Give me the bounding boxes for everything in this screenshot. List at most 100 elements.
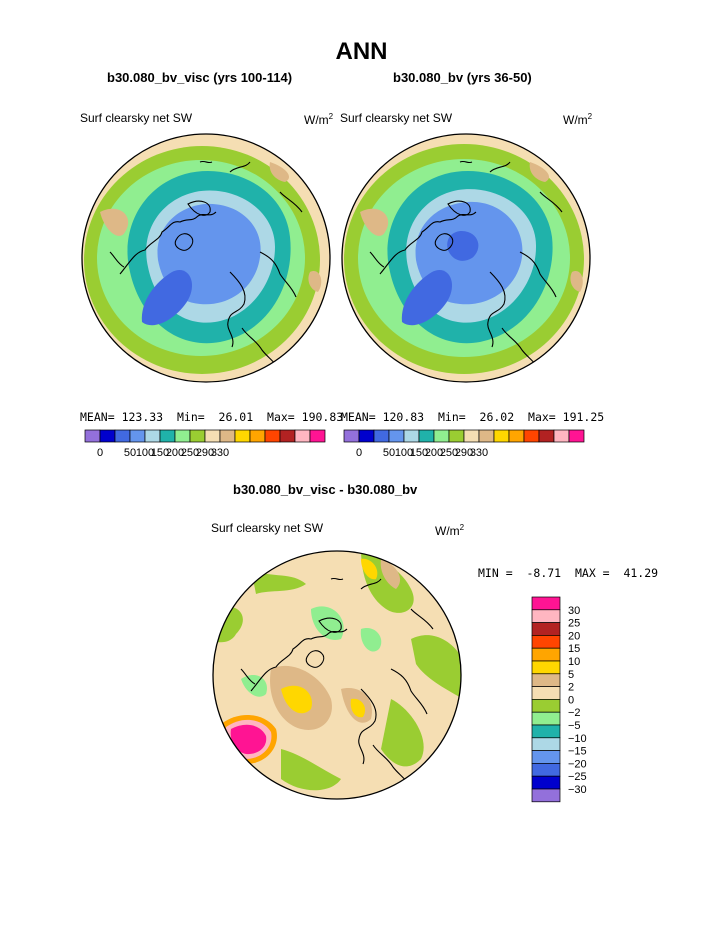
panel2-units: W/m2 bbox=[563, 112, 592, 127]
colorbar1-swatch bbox=[189, 429, 206, 443]
colorbar2-swatch bbox=[343, 429, 360, 443]
panel1-units: W/m2 bbox=[304, 112, 333, 127]
colorbar2-swatch bbox=[553, 429, 570, 443]
colorbar1-swatch bbox=[249, 429, 266, 443]
panel2-min-value: 26.02 bbox=[479, 410, 515, 424]
panel2-subtitle: b30.080_bv (yrs 36-50) bbox=[393, 70, 532, 85]
colorbar1-tick-label: 0 bbox=[97, 447, 103, 459]
panel2-units-base: W/m bbox=[563, 113, 588, 127]
colorbar1-swatch bbox=[234, 429, 251, 443]
diff-units: W/m2 bbox=[435, 523, 464, 538]
colorbar1-swatch bbox=[204, 429, 221, 443]
map-panel1 bbox=[81, 133, 331, 383]
colorbar3-swatch bbox=[531, 609, 561, 623]
diff-min-value: -8.71 bbox=[526, 566, 562, 580]
panel1-max-value: 190.83 bbox=[301, 410, 344, 424]
colorbar1-swatch bbox=[114, 429, 131, 443]
diff-max-value: 41.29 bbox=[623, 566, 659, 580]
colorbar3-swatch bbox=[531, 724, 561, 739]
colorbar1-tick-label: 250 bbox=[181, 447, 199, 459]
colorbar1-swatch bbox=[174, 429, 191, 443]
colorbar3-tick-label: −25 bbox=[568, 771, 587, 783]
colorbar3-tick-label: 15 bbox=[568, 643, 580, 655]
diff-subtitle: b30.080_bv_visc - b30.080_bv bbox=[233, 482, 418, 497]
colorbar2-tick-label: 100 bbox=[395, 447, 413, 459]
colorbar3-swatch bbox=[531, 596, 561, 611]
colorbar1-swatch bbox=[99, 429, 116, 443]
colorbar1-swatch bbox=[129, 429, 146, 443]
colorbar2-tick-label: 330 bbox=[470, 447, 488, 459]
diff-stats: MIN = -8.71 MAX = 41.29 bbox=[478, 566, 658, 580]
colorbar1-swatch bbox=[159, 429, 176, 443]
colorbar2-swatch bbox=[373, 429, 390, 443]
colorbar3-swatch bbox=[531, 673, 561, 687]
colorbar1-tick-label: 330 bbox=[211, 447, 229, 459]
colorbar3-swatch bbox=[531, 699, 561, 713]
colorbar3-tick-label: 20 bbox=[568, 630, 580, 642]
colorbar1-tick-label: 200 bbox=[166, 447, 184, 459]
colorbar3-tick-label: 10 bbox=[568, 656, 580, 668]
colorbar2-tick-label: 250 bbox=[440, 447, 458, 459]
colorbar3-swatch bbox=[531, 660, 561, 675]
diff-min-label: MIN = bbox=[478, 566, 513, 580]
colorbar1-swatch bbox=[309, 429, 326, 443]
colorbar3-swatch bbox=[531, 647, 561, 662]
map-panel2 bbox=[341, 133, 591, 383]
colorbar3-swatch bbox=[531, 635, 561, 649]
panel2-max-label: Max= bbox=[528, 410, 556, 424]
colorbar2-swatch bbox=[463, 429, 480, 443]
colorbar3-tick-label: −2 bbox=[568, 707, 581, 719]
panel2-max-value: 191.25 bbox=[562, 410, 605, 424]
colorbar2-swatch bbox=[448, 429, 465, 443]
colorbar1-swatch bbox=[219, 429, 236, 443]
colorbar3-swatch bbox=[531, 788, 561, 803]
panel1-units-base: W/m bbox=[304, 113, 329, 127]
colorbar1-swatch bbox=[264, 429, 281, 443]
colorbar2-swatch bbox=[388, 429, 405, 443]
panel1-stats: MEAN= 123.33 Min= 26.01 Max= 190.83 bbox=[80, 410, 343, 424]
colorbar3-swatch bbox=[531, 622, 561, 636]
colorbar3-swatch bbox=[531, 686, 561, 700]
colorbar2-swatch bbox=[523, 429, 540, 443]
panel1-variable: Surf clearsky net SW bbox=[80, 111, 193, 125]
colorbar3-tick-label: 5 bbox=[568, 669, 574, 681]
panel1-units-exp: 2 bbox=[328, 112, 334, 121]
colorbar3-swatch bbox=[531, 737, 561, 751]
colorbar1-tick-label: 290 bbox=[196, 447, 214, 459]
colorbar3-tick-label: −10 bbox=[568, 733, 587, 745]
panel1-min-value: 26.01 bbox=[218, 410, 254, 424]
colorbar1-swatch bbox=[84, 429, 101, 443]
colorbar2-swatch bbox=[538, 429, 555, 443]
colorbar3-tick-label: −30 bbox=[568, 784, 587, 796]
colorbar2-tick-label: 200 bbox=[425, 447, 443, 459]
colorbar3-tick-label: 2 bbox=[568, 682, 574, 694]
colorbar1-tick-label: 50 bbox=[124, 447, 136, 459]
map-difference bbox=[212, 550, 462, 800]
colorbar1-tick-label: 150 bbox=[151, 447, 169, 459]
diff-max-label: MAX = bbox=[574, 566, 610, 580]
panel1-mean-value: 123.33 bbox=[121, 410, 164, 424]
colorbar2-swatch bbox=[433, 429, 450, 443]
colorbar3-tick-label: −15 bbox=[568, 746, 587, 758]
colorbar3-tick-label: 0 bbox=[568, 694, 574, 706]
colorbar1-swatch bbox=[144, 429, 161, 443]
panel1-min-label: Min= bbox=[176, 410, 205, 424]
panel2-units-exp: 2 bbox=[587, 112, 593, 121]
colorbar1-swatch bbox=[279, 429, 296, 443]
diff-units-base: W/m bbox=[435, 524, 460, 538]
colorbar3-swatch bbox=[531, 763, 561, 777]
main-title: ANN bbox=[335, 38, 388, 65]
colorbar3-tick-label: 30 bbox=[568, 605, 580, 617]
colorbar2-swatch bbox=[478, 429, 495, 443]
colorbar1-swatch bbox=[294, 429, 311, 443]
colorbar3-swatch bbox=[531, 775, 561, 790]
colorbar2-swatch bbox=[568, 429, 585, 443]
colorbar2-swatch bbox=[358, 429, 375, 443]
colorbar1-tick-label: 100 bbox=[136, 447, 154, 459]
colorbar2-swatch bbox=[403, 429, 420, 443]
diff-variable: Surf clearsky net SW bbox=[211, 521, 324, 535]
colorbar2-tick-label: 150 bbox=[410, 447, 428, 459]
